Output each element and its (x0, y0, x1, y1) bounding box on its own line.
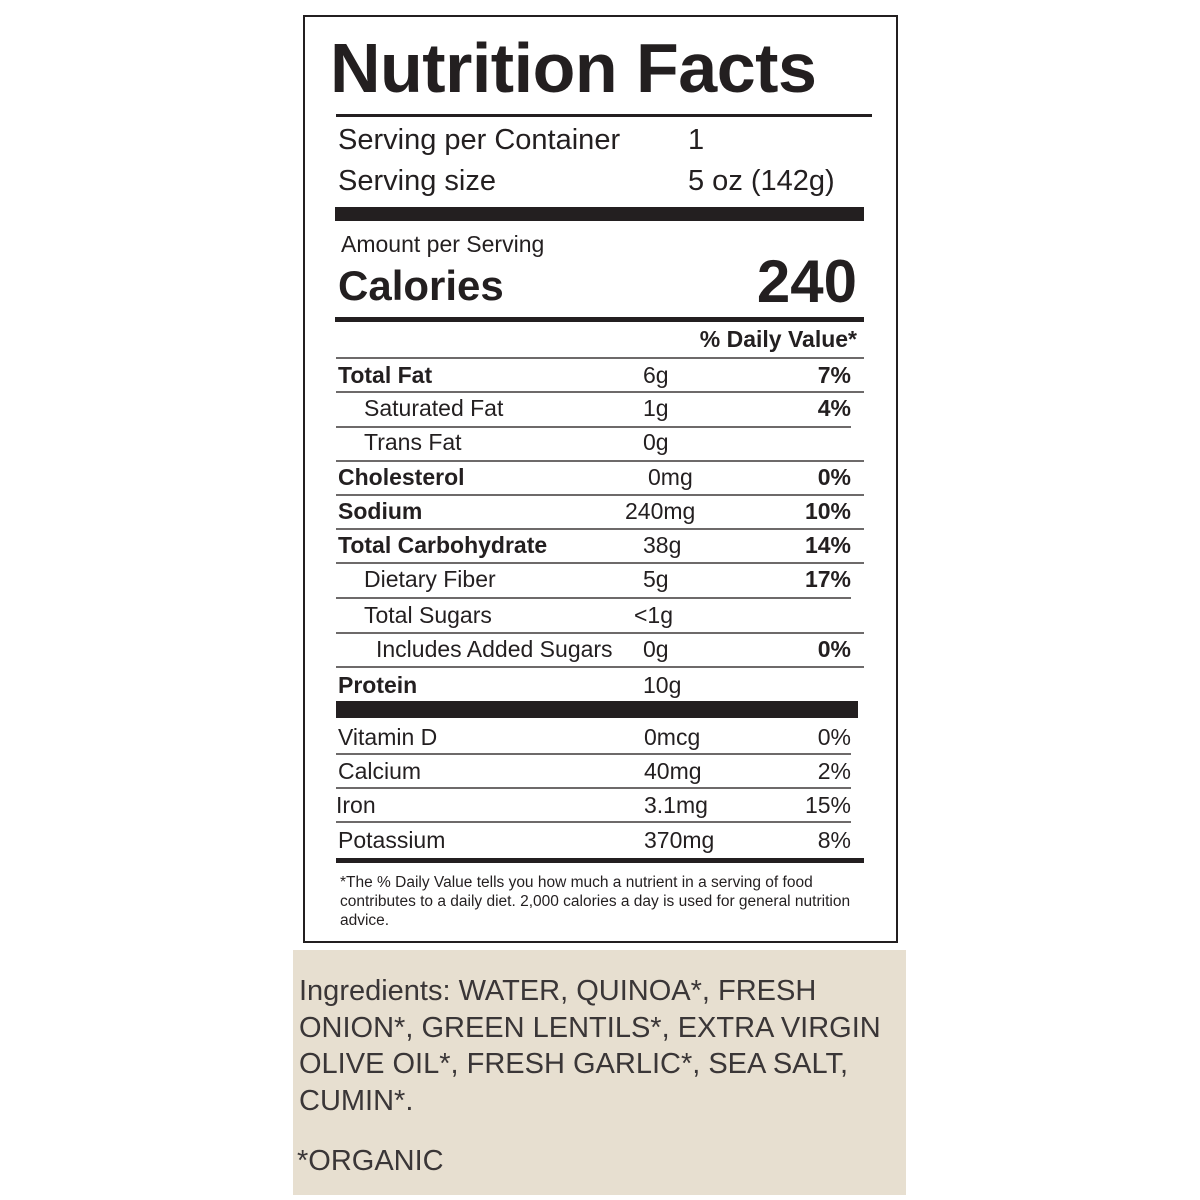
serving-size-label: Serving size (338, 165, 496, 197)
row-divider (336, 632, 864, 634)
row-divider (336, 597, 851, 599)
nutrient-daily-value: 7% (817, 362, 851, 388)
divider (336, 114, 872, 117)
vitamin-daily-value: 0% (817, 724, 851, 750)
calories-value: 240 (756, 248, 857, 315)
nutrient-amount: 0mg (648, 464, 693, 490)
serving-size-value: 5 oz (142g) (688, 165, 835, 197)
nutrient-name: Includes Added Sugars (376, 636, 613, 662)
row-divider (336, 666, 864, 668)
row-divider (336, 426, 851, 428)
nutrient-daily-value: 17% (804, 566, 851, 592)
servings-value: 1 (688, 124, 705, 156)
row-divider (336, 460, 864, 462)
calories-label: Calories (338, 262, 504, 309)
vitamin-daily-value: 2% (817, 758, 851, 784)
thick-divider (336, 701, 858, 718)
amount-label: Amount per Serving (341, 231, 545, 257)
divider (335, 317, 864, 322)
row-divider (336, 821, 851, 823)
nutrient-name: Trans Fat (364, 429, 462, 455)
row-divider (336, 562, 864, 564)
nutrient-daily-value: 4% (817, 395, 851, 421)
nutrient-amount: 6g (643, 362, 669, 388)
row-divider (336, 357, 864, 359)
nutrient-amount: 1g (643, 395, 669, 421)
vitamin-name: Potassium (338, 827, 446, 853)
nutrient-name: Protein (338, 672, 418, 698)
nutrient-name: Cholesterol (338, 464, 465, 490)
vitamin-amount: 3.1mg (644, 792, 708, 818)
organic-note: *ORGANIC (297, 1145, 444, 1177)
nutrient-amount: 0g (643, 636, 669, 662)
row-divider (336, 753, 851, 755)
vitamin-daily-value: 8% (817, 827, 851, 853)
nutrient-name: Sodium (338, 498, 423, 524)
nutrient-daily-value: 0% (817, 464, 851, 490)
nutrient-daily-value: 14% (804, 532, 851, 558)
nutrient-amount: 0g (643, 429, 669, 455)
vitamin-amount: 370mg (644, 827, 715, 853)
row-divider (336, 391, 864, 393)
nutrient-amount: 240mg (625, 498, 696, 524)
footnote: *The % Daily Value tells you how much a … (340, 874, 851, 929)
nutrient-name: Total Carbohydrate (338, 532, 548, 558)
vitamin-daily-value: 15% (804, 792, 851, 818)
vitamin-amount: 40mg (644, 758, 702, 784)
vitamin-name: Calcium (338, 758, 422, 784)
vitamin-amount: 0mcg (644, 724, 701, 750)
ingredients-panel (293, 950, 906, 1195)
nutrient-daily-value: 10% (804, 498, 851, 524)
ingredients-text: Ingredients: WATER, QUINOA*, FRESH ONION… (299, 975, 881, 1117)
nutrient-amount: 10g (643, 672, 682, 698)
nutrient-name: Total Fat (338, 362, 433, 388)
nutrient-amount: <1g (634, 602, 674, 628)
nutrient-name: Dietary Fiber (364, 566, 496, 592)
row-divider (336, 787, 851, 789)
servings-label: Serving per Container (338, 124, 621, 156)
thick-divider (335, 207, 864, 221)
nutrient-name: Total Sugars (364, 602, 492, 628)
daily-value-header: % Daily Value* (699, 326, 857, 352)
vitamin-name: Vitamin D (338, 724, 438, 750)
nutrient-daily-value: 0% (817, 636, 851, 662)
row-divider (336, 494, 864, 496)
nutrient-amount: 38g (643, 532, 682, 558)
divider (336, 858, 864, 863)
label-title: Nutrition Facts (330, 29, 817, 107)
nutrient-amount: 5g (643, 566, 669, 592)
row-divider (336, 528, 864, 530)
nutrient-name: Saturated Fat (364, 395, 504, 421)
vitamin-name: Iron (336, 792, 376, 818)
